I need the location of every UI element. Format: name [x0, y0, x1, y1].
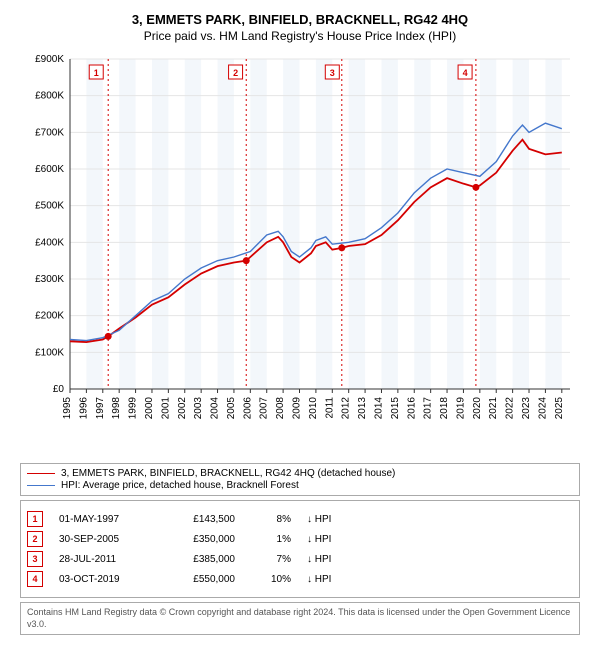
event-price: £550,000: [165, 574, 235, 585]
svg-text:£700K: £700K: [35, 127, 64, 138]
svg-text:£100K: £100K: [35, 347, 64, 358]
event-delta: 8%: [251, 514, 291, 525]
svg-text:1: 1: [94, 68, 99, 78]
event-row: 1 01-MAY-1997 £143,500 8% ↓ HPI: [27, 511, 573, 527]
event-marker-box: 3: [27, 551, 43, 567]
svg-text:£200K: £200K: [35, 311, 64, 322]
price-chart: £0 £100K £200K £300K £400K £500K £600K £700K £80…: [20, 49, 580, 459]
svg-text:£300K: £300K: [35, 274, 64, 285]
svg-text:2024: 2024: [537, 397, 548, 420]
svg-text:2010: 2010: [308, 397, 319, 420]
event-delta: 10%: [251, 574, 291, 585]
event-arrow: ↓ HPI: [307, 534, 331, 545]
svg-text:1998: 1998: [111, 397, 122, 420]
svg-text:£600K: £600K: [35, 164, 64, 175]
svg-text:4: 4: [463, 68, 468, 78]
svg-text:£900K: £900K: [35, 54, 64, 65]
copyright-notice: Contains HM Land Registry data © Crown c…: [20, 602, 580, 635]
event-price: £385,000: [165, 554, 235, 565]
svg-text:2002: 2002: [177, 397, 188, 420]
svg-text:1999: 1999: [128, 397, 139, 420]
svg-text:£0: £0: [53, 384, 65, 395]
legend: 3, EMMETS PARK, BINFIELD, BRACKNELL, RG4…: [20, 463, 580, 496]
event-row: 2 30-SEP-2005 £350,000 1% ↓ HPI: [27, 531, 573, 547]
legend-item: 3, EMMETS PARK, BINFIELD, BRACKNELL, RG4…: [27, 468, 573, 479]
svg-text:2018: 2018: [439, 397, 450, 420]
svg-text:1996: 1996: [78, 397, 89, 420]
legend-item: HPI: Average price, detached house, Brac…: [27, 480, 573, 491]
page-title: 3, EMMETS PARK, BINFIELD, BRACKNELL, RG4…: [10, 12, 590, 27]
svg-text:£500K: £500K: [35, 201, 64, 212]
svg-text:2003: 2003: [193, 397, 204, 420]
event-marker-box: 4: [27, 571, 43, 587]
svg-text:2016: 2016: [406, 397, 417, 420]
event-date: 30-SEP-2005: [59, 534, 149, 545]
svg-text:2012: 2012: [341, 397, 352, 420]
svg-text:1995: 1995: [62, 397, 73, 420]
svg-text:2007: 2007: [259, 397, 270, 420]
svg-text:2020: 2020: [472, 397, 483, 420]
event-price: £350,000: [165, 534, 235, 545]
events-table: 1 01-MAY-1997 £143,500 8% ↓ HPI 2 30-SEP-2005 £…: [20, 500, 580, 598]
svg-text:£400K: £400K: [35, 237, 64, 248]
event-arrow: ↓ HPI: [307, 574, 331, 585]
svg-text:2014: 2014: [373, 397, 384, 420]
svg-text:£800K: £800K: [35, 91, 64, 102]
svg-text:3: 3: [330, 68, 335, 78]
legend-label: HPI: Average price, detached house, Brac…: [61, 480, 299, 491]
svg-text:2015: 2015: [390, 397, 401, 420]
legend-swatch: [27, 485, 55, 486]
event-marker-box: 1: [27, 511, 43, 527]
event-marker-box: 2: [27, 531, 43, 547]
event-delta: 7%: [251, 554, 291, 565]
svg-text:1997: 1997: [95, 397, 106, 420]
svg-text:2006: 2006: [242, 397, 253, 420]
event-row: 3 28-JUL-2011 £385,000 7% ↓ HPI: [27, 551, 573, 567]
svg-text:2005: 2005: [226, 397, 237, 420]
svg-text:2004: 2004: [210, 397, 221, 420]
svg-text:2022: 2022: [505, 397, 516, 420]
event-delta: 1%: [251, 534, 291, 545]
event-date: 03-OCT-2019: [59, 574, 149, 585]
legend-label: 3, EMMETS PARK, BINFIELD, BRACKNELL, RG4…: [61, 468, 395, 479]
svg-text:2019: 2019: [455, 397, 466, 420]
svg-text:2021: 2021: [488, 397, 499, 420]
event-row: 4 03-OCT-2019 £550,000 10% ↓ HPI: [27, 571, 573, 587]
svg-text:2023: 2023: [521, 397, 532, 420]
event-date: 01-MAY-1997: [59, 514, 149, 525]
event-arrow: ↓ HPI: [307, 514, 331, 525]
event-date: 28-JUL-2011: [59, 554, 149, 565]
event-arrow: ↓ HPI: [307, 554, 331, 565]
page-subtitle: Price paid vs. HM Land Registry's House …: [10, 29, 590, 43]
svg-text:2013: 2013: [357, 397, 368, 420]
svg-text:2017: 2017: [423, 397, 434, 420]
legend-swatch: [27, 473, 55, 474]
svg-text:2008: 2008: [275, 397, 286, 420]
svg-text:2001: 2001: [160, 397, 171, 420]
svg-text:2009: 2009: [292, 397, 303, 420]
svg-text:2000: 2000: [144, 397, 155, 420]
svg-text:2: 2: [233, 68, 238, 78]
svg-text:2025: 2025: [554, 397, 565, 420]
event-price: £143,500: [165, 514, 235, 525]
svg-text:2011: 2011: [324, 397, 335, 419]
